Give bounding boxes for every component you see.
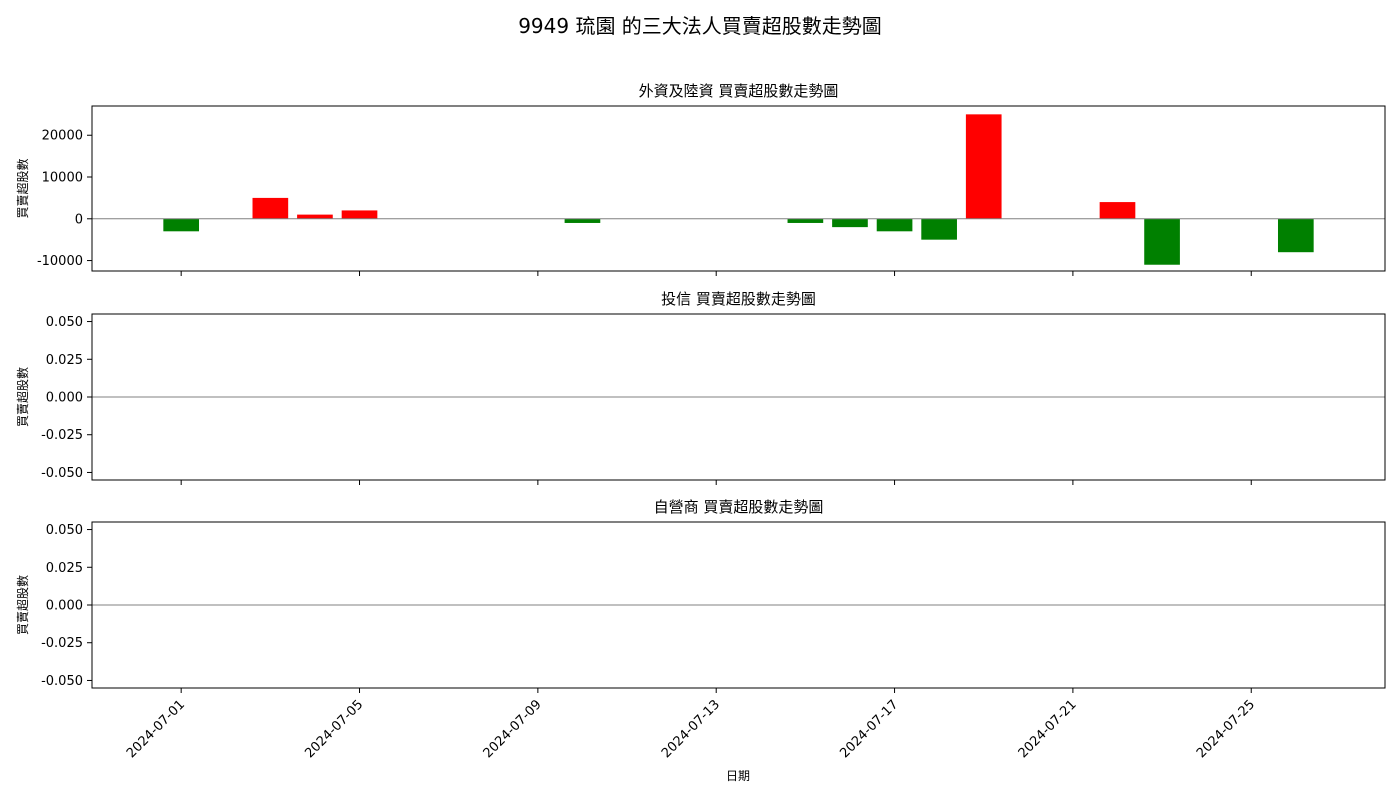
bar bbox=[564, 218, 601, 223]
bar bbox=[965, 114, 1002, 219]
x-tick-label: 2024-07-01 bbox=[124, 697, 188, 761]
x-tick-label: 2024-07-17 bbox=[837, 697, 901, 761]
bar bbox=[832, 218, 868, 228]
x-tick-label: 2024-07-09 bbox=[481, 697, 545, 761]
subplot-title: 投信 買賣超股數走勢圖 bbox=[661, 290, 816, 308]
bar bbox=[921, 218, 957, 240]
x-tick-label: 2024-07-05 bbox=[302, 697, 366, 761]
y-tick-label: -0.025 bbox=[41, 428, 83, 443]
y-tick-label: -0.025 bbox=[41, 636, 83, 651]
bar bbox=[876, 218, 913, 232]
y-tick-label: 0.050 bbox=[46, 523, 83, 538]
bar bbox=[1277, 218, 1314, 253]
y-tick-label: 0 bbox=[75, 212, 83, 227]
y-tick-label: 20000 bbox=[42, 129, 83, 144]
y-tick-label: 0.025 bbox=[46, 561, 83, 576]
plot-frame bbox=[91, 521, 1386, 689]
bar bbox=[252, 197, 289, 219]
y-axis-label: 買賣超股數 bbox=[15, 367, 30, 427]
x-tick-label: 2024-07-25 bbox=[1194, 697, 1258, 761]
y-tick-label: 0.050 bbox=[46, 315, 83, 330]
x-tick-label: 2024-07-21 bbox=[1016, 697, 1080, 761]
x-axis-label: 日期 bbox=[726, 769, 750, 783]
y-tick-label: -0.050 bbox=[41, 674, 83, 689]
y-tick-label: 10000 bbox=[42, 171, 83, 186]
y-tick-label: 0.000 bbox=[46, 391, 83, 406]
y-tick-label: -0.050 bbox=[41, 466, 83, 481]
y-tick-label: 0.025 bbox=[46, 353, 83, 368]
bar bbox=[297, 214, 333, 219]
subplot-title: 自營商 買賣超股數走勢圖 bbox=[654, 498, 824, 516]
bar bbox=[1144, 218, 1180, 265]
x-tick-label: 2024-07-13 bbox=[659, 697, 723, 761]
plot-frame bbox=[91, 313, 1386, 481]
figure-title: 9949 琉園 的三大法人買賣超股數走勢圖 bbox=[518, 14, 882, 38]
y-axis-label: 買賣超股數 bbox=[15, 575, 30, 635]
bar bbox=[787, 218, 824, 223]
y-tick-label: 0.000 bbox=[46, 599, 83, 614]
plot-frame bbox=[91, 105, 1386, 272]
subplot-title: 外資及陸資 買賣超股數走勢圖 bbox=[639, 82, 839, 100]
bar bbox=[341, 210, 378, 219]
y-tick-label: -10000 bbox=[37, 254, 83, 269]
bar bbox=[163, 218, 200, 232]
bar bbox=[1099, 202, 1136, 219]
y-axis-label: 買賣超股數 bbox=[15, 158, 30, 218]
